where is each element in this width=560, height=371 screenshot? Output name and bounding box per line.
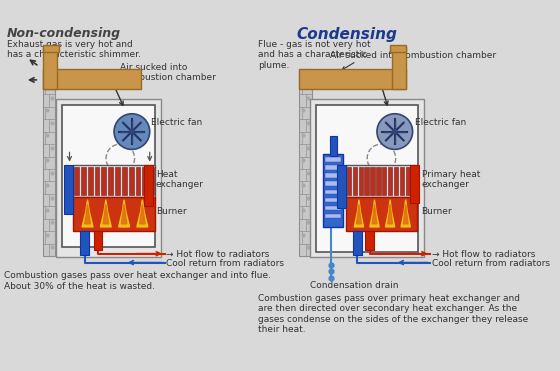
Bar [410, 165, 419, 203]
Text: Condensing: Condensing [297, 27, 398, 42]
Bar [80, 230, 89, 256]
Bar [353, 230, 362, 256]
Bar [365, 230, 374, 250]
Polygon shape [137, 200, 148, 227]
Bar [300, 69, 407, 89]
Text: Air sucked into
combustion chamber: Air sucked into combustion chamber [120, 63, 216, 82]
Bar [56, 99, 161, 257]
Text: Combustion gases pass over heat exchanger and into flue.
About 30% of the heat i: Combustion gases pass over heat exchange… [4, 272, 272, 291]
Bar [346, 165, 417, 197]
Text: Combustion gases pass over primary heat exchanger and
are then directed over sec: Combustion gases pass over primary heat … [258, 294, 529, 334]
Text: Electric fan: Electric fan [152, 118, 203, 127]
Bar [388, 167, 393, 195]
Bar [392, 47, 407, 89]
Text: → Hot flow to radiators: → Hot flow to radiators [432, 250, 535, 259]
Polygon shape [122, 204, 127, 224]
Bar [325, 206, 341, 210]
Bar [353, 167, 357, 195]
Bar [412, 167, 416, 195]
Bar [64, 165, 73, 214]
Bar [324, 154, 343, 227]
Bar [300, 69, 312, 256]
Bar [43, 69, 55, 256]
Polygon shape [370, 200, 379, 227]
Text: Exhaust gas is very hot and
has a characteristic shimmer.: Exhaust gas is very hot and has a charac… [7, 40, 141, 59]
Polygon shape [388, 204, 393, 224]
Polygon shape [119, 200, 129, 227]
Circle shape [392, 129, 398, 134]
Bar [376, 167, 381, 195]
Bar [400, 167, 404, 195]
Polygon shape [385, 200, 395, 227]
Bar [382, 167, 386, 195]
Bar [108, 167, 113, 195]
Bar [358, 167, 363, 195]
Bar [394, 167, 398, 195]
Polygon shape [401, 200, 410, 227]
Polygon shape [85, 204, 90, 224]
Text: Air sucked into combustion chamber: Air sucked into combustion chamber [330, 51, 496, 60]
Polygon shape [354, 200, 363, 227]
Polygon shape [357, 204, 361, 224]
Circle shape [114, 114, 150, 150]
Polygon shape [403, 204, 408, 224]
Bar [390, 45, 407, 52]
Bar [136, 167, 141, 195]
Bar [88, 167, 92, 195]
Bar [122, 167, 127, 195]
Bar [325, 174, 341, 178]
Text: Primary heat
exchanger: Primary heat exchanger [422, 170, 480, 189]
Polygon shape [100, 200, 111, 227]
Text: Electric fan: Electric fan [416, 118, 466, 127]
Bar [365, 167, 368, 195]
Bar [325, 190, 341, 194]
Bar [43, 47, 57, 89]
Polygon shape [139, 204, 145, 224]
Bar [325, 165, 341, 170]
Text: → Hot flow to radiators: → Hot flow to radiators [166, 250, 269, 259]
Bar [74, 167, 79, 195]
Circle shape [129, 129, 134, 134]
Bar [43, 69, 141, 89]
Text: Burner: Burner [422, 207, 452, 216]
Bar [347, 167, 351, 195]
Bar [310, 99, 424, 257]
Polygon shape [82, 200, 93, 227]
Bar [337, 165, 346, 208]
Bar [115, 167, 120, 195]
Text: Cool return from radiators: Cool return from radiators [432, 259, 550, 268]
Bar [101, 167, 106, 195]
Circle shape [377, 114, 413, 150]
Bar [81, 167, 86, 195]
Text: Condensation drain: Condensation drain [310, 281, 399, 290]
Bar [150, 167, 154, 195]
Bar [325, 197, 341, 202]
Bar [95, 167, 99, 195]
Bar [406, 167, 410, 195]
Bar [325, 181, 341, 186]
Polygon shape [372, 204, 377, 224]
Bar [316, 105, 418, 252]
Bar [325, 214, 341, 218]
Bar [330, 136, 337, 156]
Bar [129, 167, 133, 195]
Polygon shape [103, 204, 109, 224]
Text: Flue - gas is not very hot
and has a characteristic
plume.: Flue - gas is not very hot and has a cha… [258, 40, 371, 70]
Bar [94, 230, 102, 250]
Bar [73, 165, 155, 197]
Text: Cool return from radiators: Cool return from radiators [166, 259, 284, 268]
Bar [142, 167, 147, 195]
Bar [43, 45, 59, 52]
Bar [325, 157, 341, 162]
Bar [346, 197, 417, 230]
Bar [144, 165, 153, 206]
Text: Heat
exchanger: Heat exchanger [156, 170, 204, 189]
Bar [73, 197, 155, 230]
Text: Burner: Burner [156, 207, 186, 216]
Bar [62, 105, 155, 247]
Text: Non-condensing: Non-condensing [7, 27, 122, 40]
Bar [370, 167, 375, 195]
